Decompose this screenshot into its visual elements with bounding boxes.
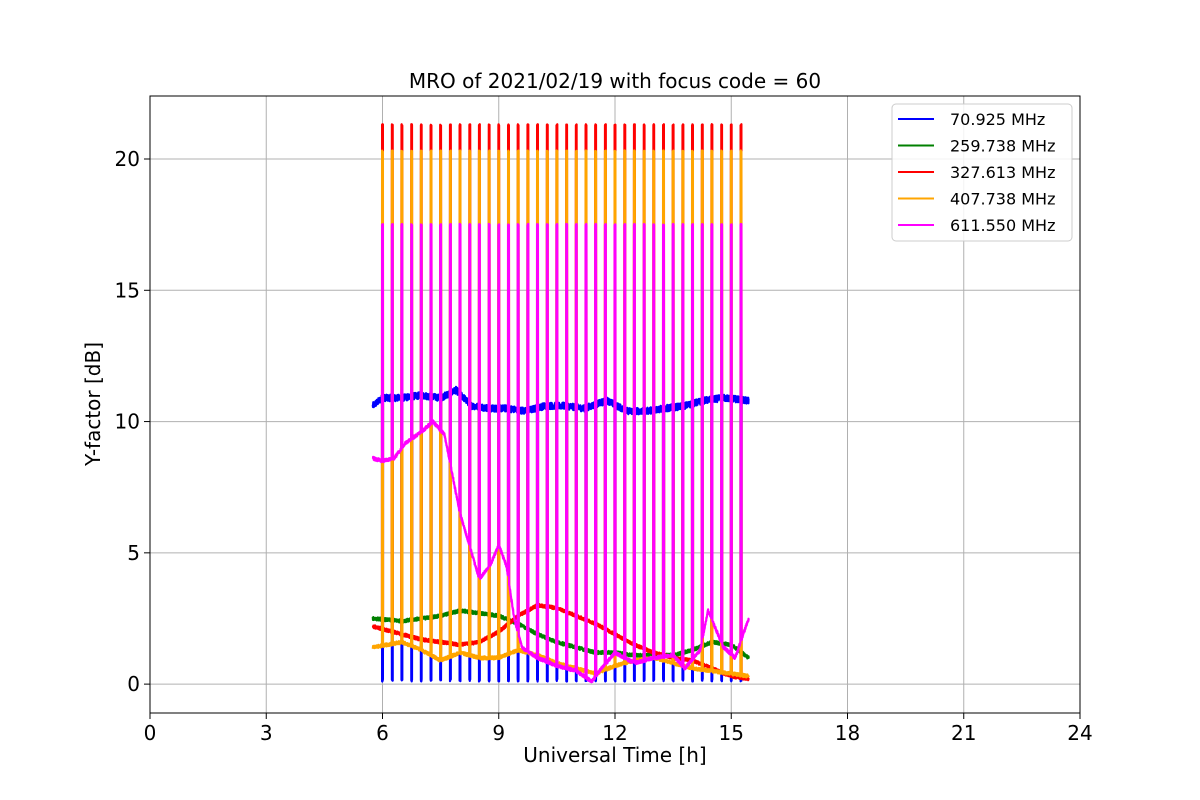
x-tick-label: 15 [719, 721, 744, 745]
series-line-1 [371, 608, 750, 660]
y-tick-label: 15 [115, 278, 140, 302]
y-axis-label: Y-factor [dB] [81, 342, 105, 467]
x-tick-label: 9 [492, 721, 505, 745]
x-tick-label: 18 [835, 721, 860, 745]
x-axis-label: Universal Time [h] [523, 743, 706, 767]
legend-entry: 327.613 MHz [950, 163, 1055, 182]
plot-series [371, 123, 750, 684]
x-tick-label: 12 [602, 721, 627, 745]
y-tick-label: 5 [127, 541, 140, 565]
x-tick-label: 3 [260, 721, 273, 745]
series-line-4 [371, 222, 750, 684]
legend-entry: 70.925 MHz [950, 110, 1045, 129]
y-tick-label: 0 [127, 672, 140, 696]
x-tick-label: 6 [376, 721, 389, 745]
y-tick-label: 10 [115, 410, 140, 434]
legend-box [891, 103, 1073, 242]
y-axis: 0 5 10 15 20 [115, 147, 150, 696]
x-axis: 0 3 6 9 12 15 18 21 24 [144, 713, 1093, 745]
legend: 70.925 MHz 259.738 MHz 327.613 MHz 407.738 … [891, 103, 1073, 242]
legend-entry: 407.738 MHz [950, 190, 1055, 209]
x-tick-label: 21 [951, 721, 976, 745]
x-tick-label: 0 [144, 721, 157, 745]
chart-title: MRO of 2021/02/19 with focus code = 60 [409, 69, 821, 93]
legend-entry: 611.550 MHz [950, 216, 1055, 235]
y-tick-label: 20 [115, 147, 140, 171]
legend-entry: 259.738 MHz [950, 137, 1055, 156]
series-line-0 [371, 385, 750, 683]
series-line-2 [371, 123, 750, 682]
x-tick-label: 24 [1067, 721, 1092, 745]
